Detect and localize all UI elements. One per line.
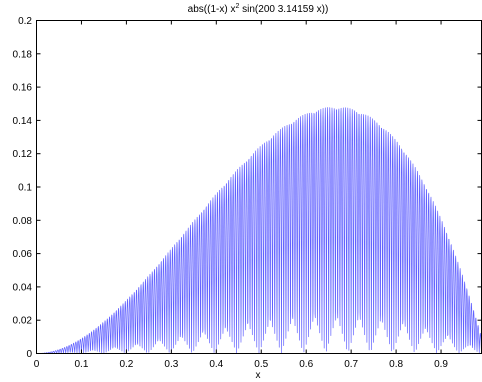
x-axis-ticks: 0 0.1 0.2 0.3 0.4 0.5 0.6 0.7 0.8 0.9	[34, 20, 448, 370]
y-tick-label: 0.14	[13, 116, 33, 127]
y-tick-label: 0	[26, 349, 32, 360]
x-tick-label: 0.7	[344, 359, 358, 370]
y-tick-label: 0.18	[13, 49, 33, 60]
x-tick-label: 0.4	[209, 359, 223, 370]
x-tick-label: 0.5	[254, 359, 268, 370]
y-tick-label: 0.04	[13, 282, 33, 293]
y-tick-label: 0.2	[18, 16, 32, 27]
x-tick-label: 0.8	[389, 359, 403, 370]
x-tick-label: 0.9	[434, 359, 448, 370]
x-axis-label: x	[256, 370, 261, 381]
y-tick-label: 0.12	[13, 149, 33, 160]
x-tick-label: 0	[34, 359, 40, 370]
y-tick-label: 0.02	[13, 316, 33, 327]
y-axis-ticks: 0 0.02 0.04 0.06 0.08 0.1 0.12 0.14 0.16 0.18 0.2	[13, 16, 482, 360]
y-tick-label: 0.16	[13, 83, 33, 94]
x-tick-label: 0.1	[74, 359, 88, 370]
title-prefix: abs((1-x) x	[188, 4, 236, 15]
y-tick-label: 0.08	[13, 216, 33, 227]
x-tick-label: 0.6	[299, 359, 313, 370]
chart-title: abs((1-x) x2 sin(200 3.14159 x))	[188, 3, 329, 15]
x-tick-label: 0.2	[119, 359, 133, 370]
y-tick-label: 0.06	[13, 249, 33, 260]
title-suffix: sin(200 3.14159 x))	[239, 4, 328, 15]
title-superscript: 2	[235, 3, 239, 10]
y-tick-label: 0.1	[18, 183, 32, 194]
series-line	[36, 107, 482, 354]
x-tick-label: 0.3	[164, 359, 178, 370]
